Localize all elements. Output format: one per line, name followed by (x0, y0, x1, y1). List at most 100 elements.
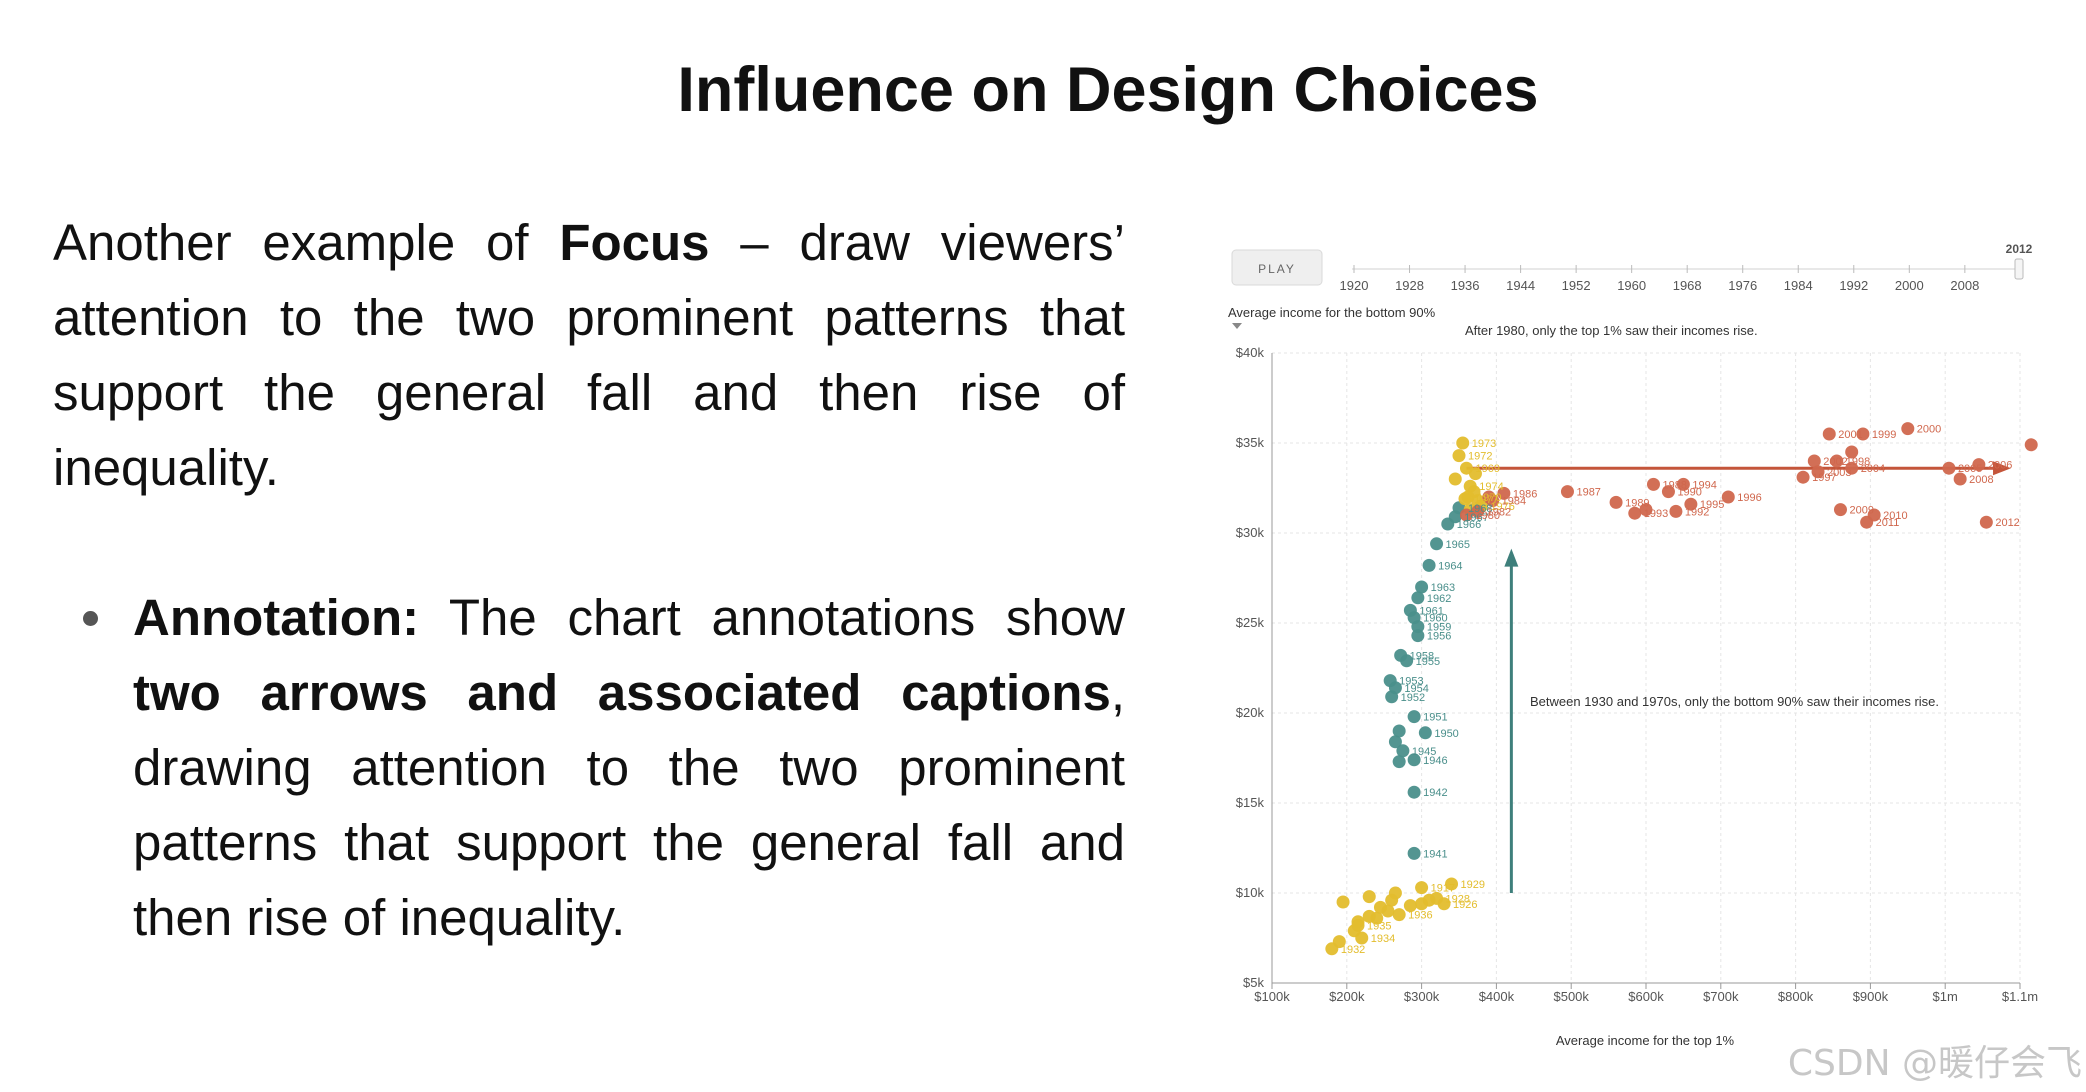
x-tick-label: $500k (1553, 989, 1589, 1004)
data-point (1407, 785, 1421, 799)
data-point-label: 1993 (1644, 508, 1668, 520)
play-button[interactable] (1231, 249, 1323, 286)
timeline-tick-label: 1976 (1728, 278, 1757, 293)
data-point-label: 1974 (1479, 481, 1503, 493)
data-point (1392, 724, 1406, 738)
data-point-label: 1941 (1423, 848, 1447, 860)
data-point-label: 1958 (1410, 650, 1434, 662)
data-point-label: 1945 (1412, 746, 1436, 758)
data-point (1396, 744, 1410, 758)
data-point (1394, 648, 1408, 662)
data-point-label: 1996 (1737, 492, 1761, 504)
chart-panel: PLAY 1920 1928 1936 1944 1952 1960 1968 1976 198… (1220, 235, 2040, 1065)
data-point-label: 2011 (1876, 517, 1900, 529)
y-tick-label: $20k (1236, 705, 1265, 720)
data-point-label: 1932 (1341, 944, 1365, 956)
data-point (1362, 890, 1376, 904)
data-point-label: 1934 (1371, 933, 1395, 945)
data-point (1845, 445, 1859, 459)
intro-bold-focus: Focus (559, 214, 710, 271)
data-point-label: 1935 (1367, 920, 1391, 932)
data-point (1448, 472, 1462, 486)
data-point (1684, 497, 1698, 511)
data-point (1833, 503, 1847, 517)
arrow-head-icon (1993, 461, 2012, 476)
data-point (1628, 506, 1642, 520)
data-point-label: 1964 (1438, 560, 1462, 572)
timeline-handle[interactable] (2014, 258, 2024, 280)
x-tick-label: $700k (1703, 989, 1739, 1004)
data-point-label: 2009 (1849, 505, 1873, 517)
data-point (1325, 942, 1339, 956)
data-point (1482, 490, 1496, 504)
timeline-tick-label: 2000 (1895, 278, 1924, 293)
timeline-current-year: 2012 (2006, 242, 2033, 256)
data-point (1471, 504, 1485, 518)
x-tick-label: $400k (1479, 989, 1515, 1004)
data-point-label: 2003 (1827, 467, 1851, 479)
data-point-label: 2008 (1969, 474, 1993, 486)
data-point (1407, 846, 1421, 860)
data-point-label: 2002 (1823, 456, 1847, 468)
data-point-label: 2012 (1995, 517, 2019, 529)
data-point-label: 1976 (1490, 501, 1514, 513)
data-point (1461, 490, 1475, 504)
data-point-label: 1951 (1423, 712, 1447, 724)
data-points (1325, 422, 2038, 956)
chevron-down-icon[interactable] (1232, 323, 1242, 329)
timeline-tick-label: 1992 (1839, 278, 1868, 293)
y-tick-label: $5k (1243, 975, 1264, 990)
data-point (1383, 674, 1397, 688)
data-point (1385, 893, 1399, 907)
data-point-label: 1967 (1464, 512, 1488, 524)
data-point (1351, 918, 1365, 932)
data-point (1609, 495, 1623, 509)
data-point (1845, 461, 1859, 475)
timeline-tick-label: 1952 (1562, 278, 1591, 293)
annotation-caption: After 1980, only the top 1% saw their in… (1465, 323, 1758, 338)
x-tick-label: $600k (1628, 989, 1664, 1004)
x-tick-label: $100k (1254, 989, 1290, 1004)
data-point-label: 1968 (1468, 503, 1492, 515)
data-point-label: 1954 (1404, 683, 1428, 695)
data-point (1355, 931, 1369, 945)
annotation-caption: Between 1930 and 1970s, only the bottom … (1530, 694, 1939, 709)
data-point-label: 1936 (1408, 910, 1432, 922)
data-point (1336, 895, 1350, 909)
y-tick-label: $35k (1236, 435, 1265, 450)
data-point (1942, 461, 1956, 475)
intro-prefix: Another example of (53, 214, 560, 271)
x-tick-label: $900k (1853, 989, 1889, 1004)
data-point-label: 1998 (1846, 456, 1870, 468)
data-point (1669, 504, 1683, 518)
data-point (1415, 881, 1429, 895)
data-point (1430, 891, 1444, 905)
data-point (1972, 458, 1986, 472)
data-point (1856, 427, 1870, 441)
data-point-label: 1989 (1625, 497, 1649, 509)
bullet-text-1: The chart annotations show (419, 589, 1125, 646)
grid (1271, 352, 2021, 984)
data-point-label: 2004 (1861, 463, 1885, 475)
data-point-label: 1928 (1446, 893, 1470, 905)
data-point-label: 1990 (1677, 487, 1701, 499)
data-point-label: 1955 (1416, 656, 1440, 668)
data-point-label: 2006 (1988, 460, 2012, 472)
data-point (1811, 465, 1825, 479)
data-point (1830, 454, 1844, 468)
data-point (1422, 558, 1436, 572)
scatter-chart: PLAY 1920 1928 1936 1944 1952 1960 1968 1976 198… (1228, 242, 2038, 1048)
timeline-tick-label: 1960 (1617, 278, 1646, 293)
y-tick-label: $30k (1236, 525, 1265, 540)
data-point (1403, 603, 1417, 617)
watermark: CSDN @暖仔会飞 (1787, 1043, 2082, 1084)
data-point-label: 1952 (1401, 692, 1425, 704)
data-point (1403, 899, 1417, 913)
data-point-label: 1970 (1477, 492, 1501, 504)
timeline-tick-label: 1984 (1784, 278, 1813, 293)
data-point (1646, 477, 1660, 491)
y-tick-label: $40k (1236, 345, 1265, 360)
data-point (1459, 508, 1473, 522)
data-point-label: 1946 (1423, 755, 1447, 767)
